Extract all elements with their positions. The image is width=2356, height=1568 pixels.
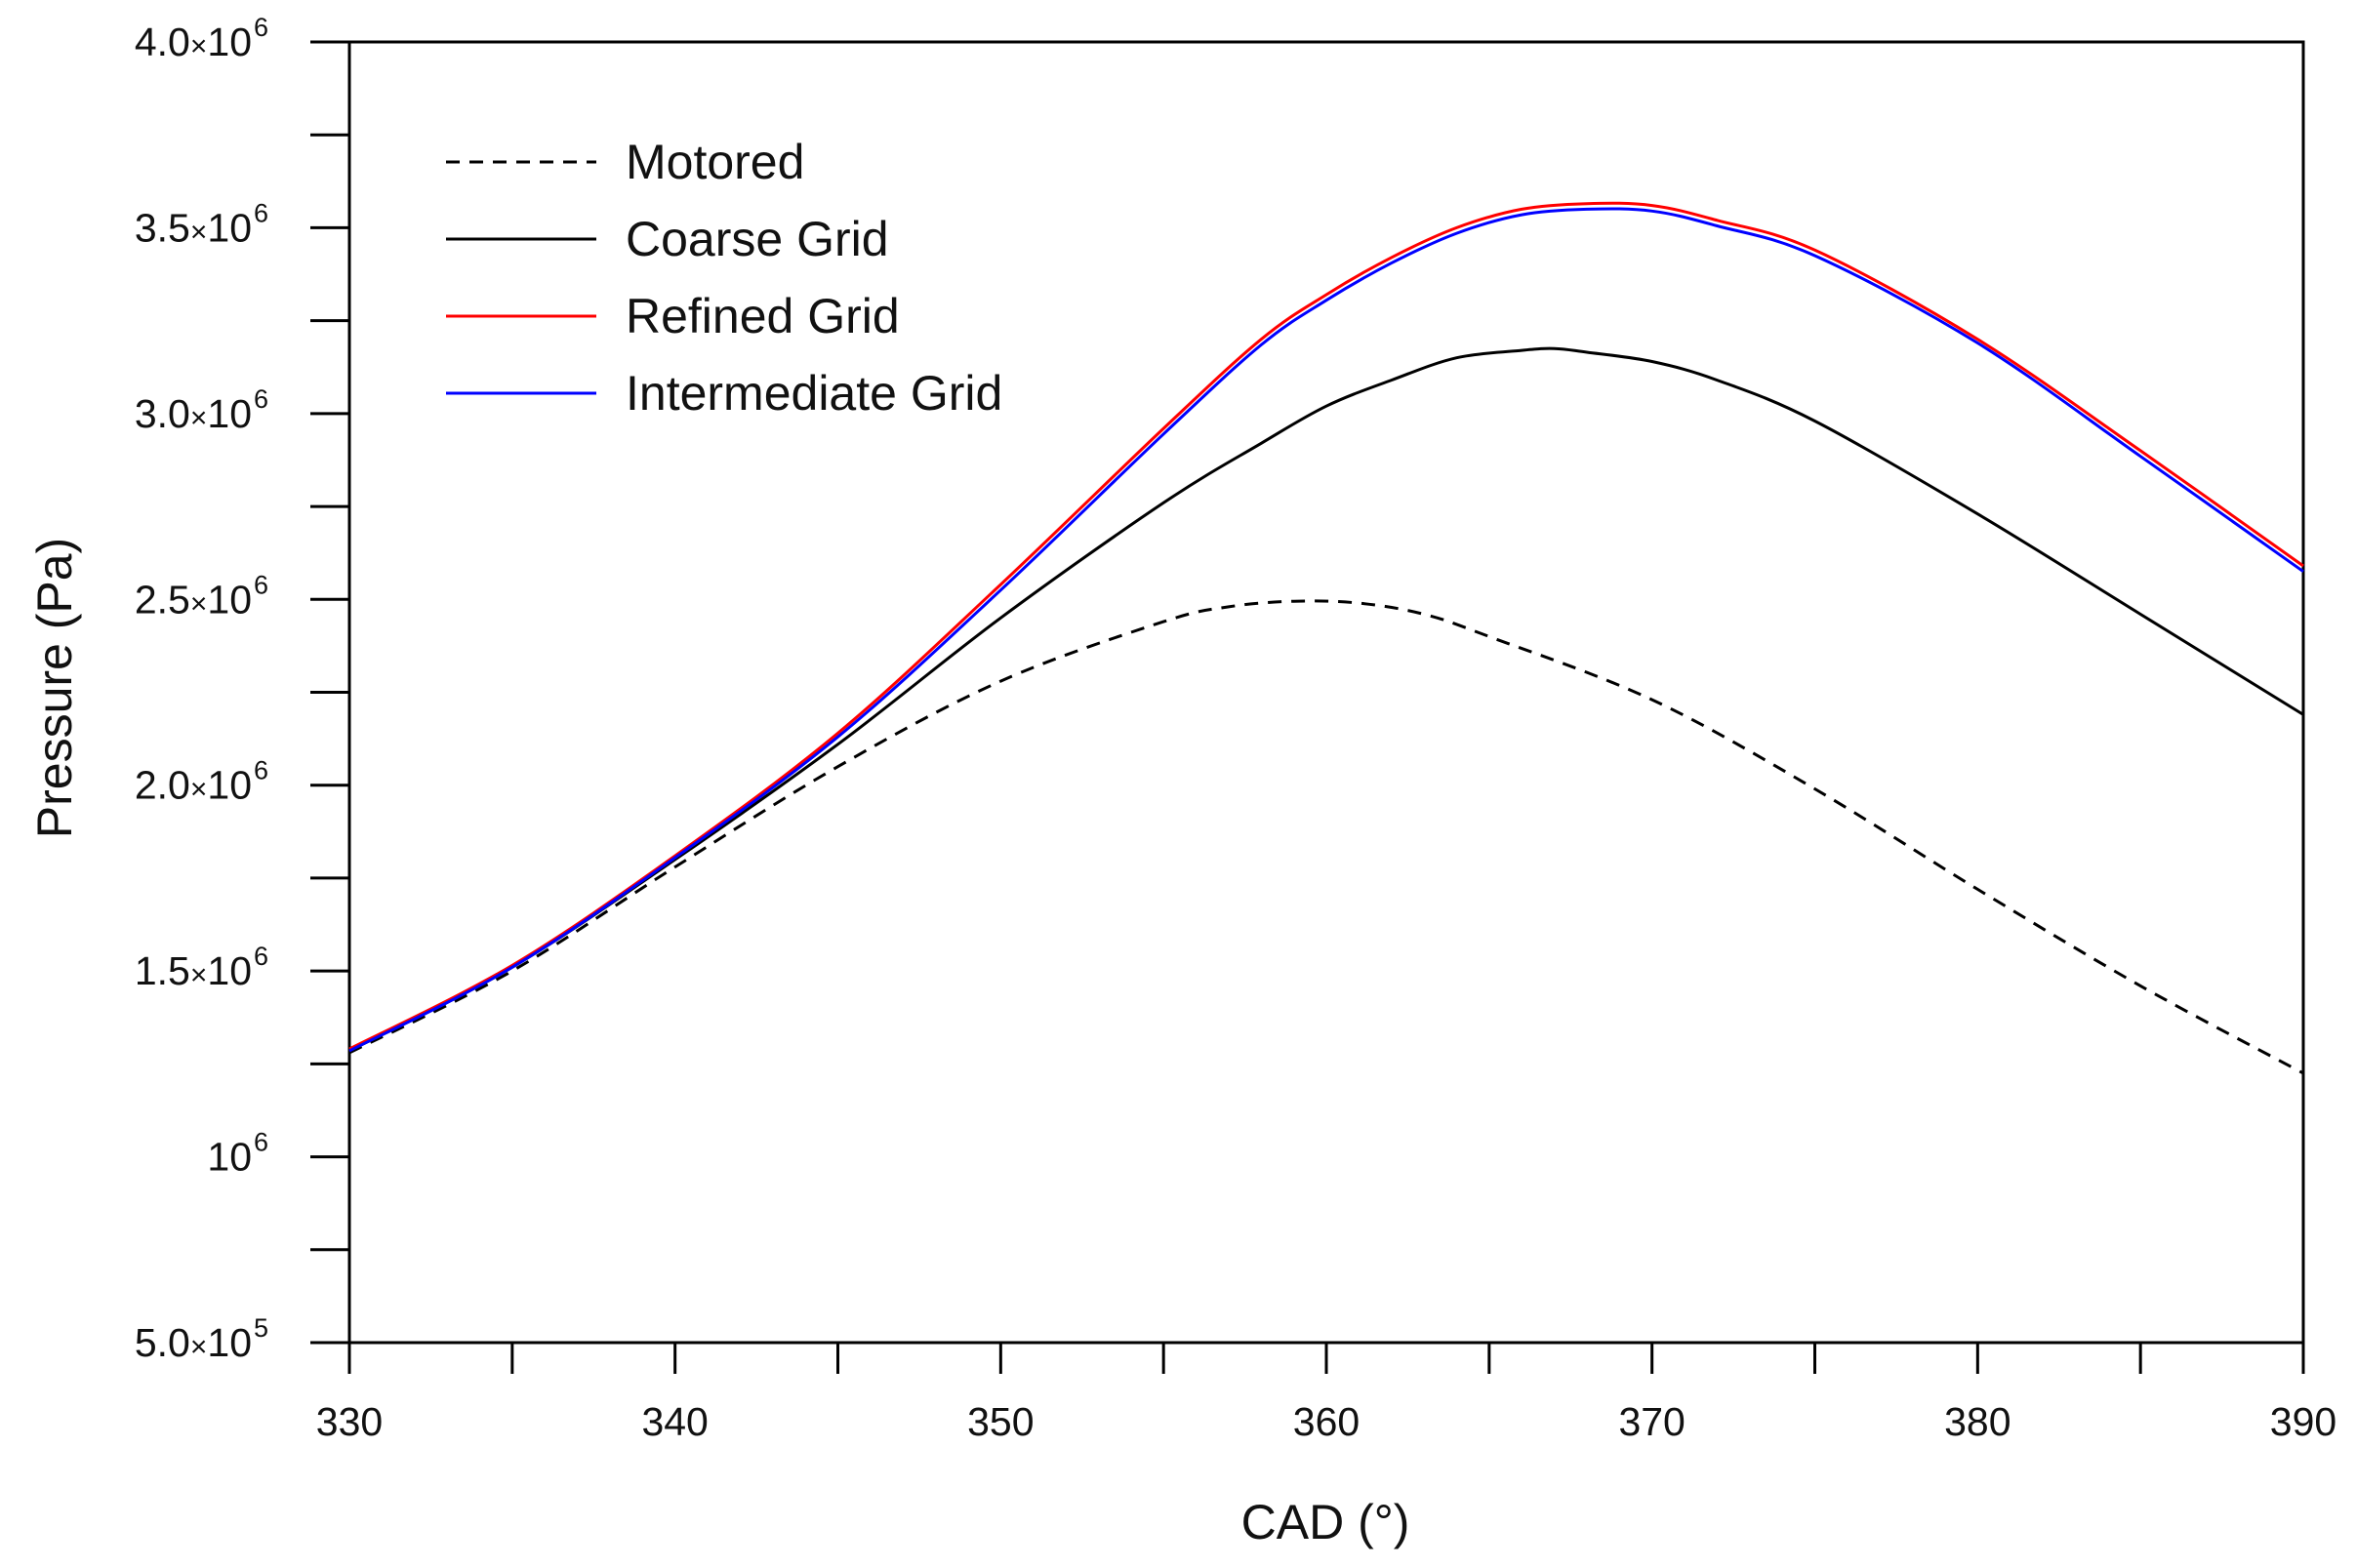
- legend-label-coarse-grid: Coarse Grid: [626, 212, 889, 266]
- y-tick-exponent: 6: [254, 13, 268, 42]
- y-tick-exponent: 6: [254, 942, 268, 971]
- legend-label-intermediate-grid: Intermediate Grid: [626, 366, 1002, 421]
- y-tick-exponent: 6: [254, 384, 268, 414]
- y-tick-label: 2.5×10: [135, 577, 252, 622]
- series-lines: [348, 201, 2304, 1075]
- y-tick-label: 2.0×10: [135, 763, 252, 808]
- y-tick-exponent: 5: [254, 1313, 268, 1343]
- legend-label-refined-grid: Refined Grid: [626, 289, 900, 343]
- y-tick-exponent: 6: [254, 756, 268, 785]
- series-line-coarse-grid: [348, 346, 2304, 1053]
- y-axis-title: Pressure (Pa): [27, 538, 82, 838]
- x-tick-label: 360: [1293, 1399, 1360, 1444]
- legend-label-motored: Motored: [626, 135, 804, 189]
- series-line-refined-grid: [348, 201, 2304, 1051]
- y-tick-label: 3.0×10: [135, 391, 252, 436]
- x-tick-label: 370: [1618, 1399, 1685, 1444]
- x-axis-title: CAD (°): [1241, 1495, 1410, 1549]
- x-tick-label: 340: [641, 1399, 708, 1444]
- y-tick-label: 3.5×10: [135, 205, 252, 250]
- x-tick-label: 380: [1944, 1399, 2011, 1444]
- x-tick-label: 390: [2270, 1399, 2336, 1444]
- y-tick-label: 5.0×10: [135, 1320, 252, 1365]
- y-tick-label: 10: [207, 1135, 252, 1180]
- legend: Motored Coarse Grid Refined Grid Intermedia…: [446, 135, 1002, 421]
- y-tick-exponent: 6: [254, 570, 268, 599]
- y-tick-label: 1.5×10: [135, 948, 252, 993]
- series-line-intermediate-grid: [348, 207, 2304, 1053]
- x-tick-label: 330: [316, 1399, 383, 1444]
- y-tick-label: 4.0×10: [135, 20, 252, 64]
- y-tick-exponent: 6: [254, 1128, 268, 1157]
- x-tick-label: 350: [967, 1399, 1034, 1444]
- series-line-motored: [348, 599, 2304, 1075]
- y-tick-exponent: 6: [254, 198, 268, 227]
